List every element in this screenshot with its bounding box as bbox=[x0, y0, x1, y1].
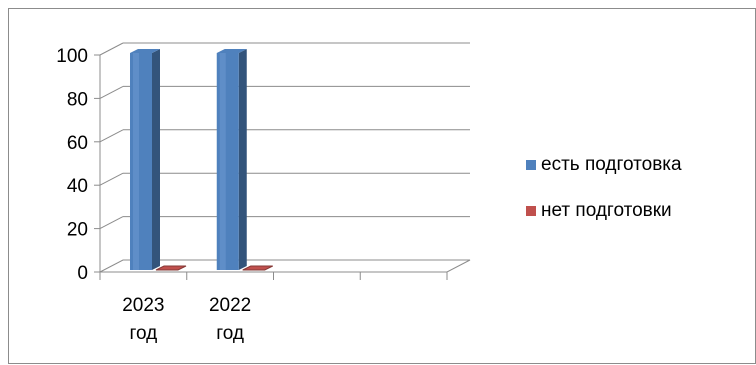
legend-label: есть подготовка bbox=[541, 154, 682, 175]
legend-swatch bbox=[526, 206, 536, 216]
gridline-wall bbox=[99, 42, 124, 56]
gridlines bbox=[99, 42, 470, 230]
y-tick-label: 40 bbox=[67, 176, 88, 197]
bar-series-2 bbox=[155, 265, 187, 271]
tick-labels: 0 20 40 60 80 100 2023 год 2022 год bbox=[56, 46, 251, 344]
chart-border bbox=[8, 8, 756, 364]
gridline-wall bbox=[99, 129, 124, 143]
axes bbox=[94, 54, 471, 280]
y-tick-label: 80 bbox=[67, 89, 88, 110]
bar-series-1 bbox=[216, 49, 247, 270]
legend: есть подготовка нет подготовки bbox=[526, 154, 682, 221]
gridline-wall bbox=[99, 85, 124, 99]
legend-swatch bbox=[526, 160, 536, 170]
y-tick-label: 0 bbox=[77, 263, 88, 284]
x-tick-label: 2022 год bbox=[209, 295, 251, 344]
legend-label: нет подготовки bbox=[541, 200, 672, 221]
gridline-wall bbox=[99, 216, 124, 230]
bars bbox=[130, 49, 273, 271]
chart-floor bbox=[99, 259, 471, 273]
gridline-wall bbox=[99, 172, 124, 186]
x-tick-label: 2023 год bbox=[122, 295, 164, 344]
y-tick-label: 20 bbox=[67, 220, 88, 241]
y-tick-label: 100 bbox=[56, 46, 88, 67]
bar-series-2 bbox=[242, 265, 273, 271]
y-tick-label: 60 bbox=[67, 133, 88, 154]
bar-series-1 bbox=[130, 49, 160, 270]
